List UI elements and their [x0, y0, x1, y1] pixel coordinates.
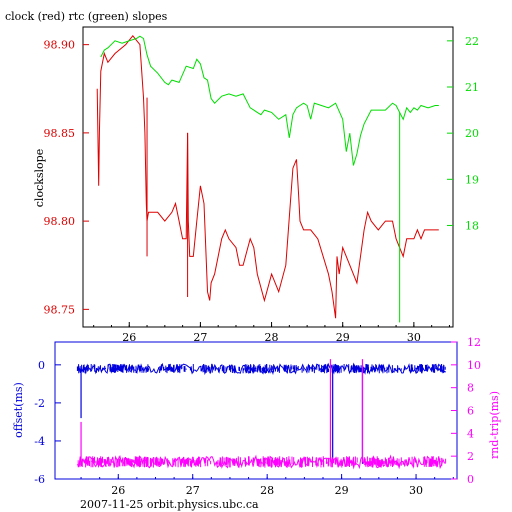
bottom-x-tick-label: 29 — [335, 484, 349, 497]
bottom-y-axis-label: offset(ms) — [12, 382, 25, 438]
top-y-tick-label: 98.85 — [44, 127, 76, 140]
bottom-x-tick-label: 26 — [111, 484, 125, 497]
top-chart: 26 27 28 29 30 98.75 98.80 98.85 98.90 18 19 20 21… — [33, 26, 479, 344]
bottom-y-tick-label: -6 — [34, 473, 45, 486]
top-x-tick-label: 29 — [336, 331, 350, 344]
top-y2-tick-label: 18 — [465, 219, 479, 232]
footer-credit: 2007-11-25 orbit.physics.ubc.ca — [80, 498, 259, 511]
top-y-tick-label: 98.75 — [44, 303, 76, 316]
bottom-y2-tick-label: 2 — [467, 450, 474, 463]
top-x-tick-label: 30 — [407, 331, 421, 344]
series-clock-line — [96, 35, 439, 319]
top-left-axis: 98.75 98.80 98.85 98.90 — [44, 39, 89, 316]
top-y2-tick-label: 20 — [465, 127, 479, 140]
top-y2-tick-label: 19 — [465, 173, 479, 186]
bottom-y-tick-label: 0 — [38, 359, 45, 372]
top-y-tick-label: 98.90 — [44, 39, 76, 52]
bottom-series-group — [76, 359, 447, 470]
series-rtc-line — [100, 35, 439, 166]
top-y2-tick-label: 21 — [465, 81, 479, 94]
bottom-y2-tick-label: 10 — [467, 359, 481, 372]
bottom-left-axis: 0 -2 -4 -6 — [34, 359, 61, 486]
bottom-y2-tick-label: 6 — [467, 405, 474, 418]
bottom-y2-tick-label: 12 — [467, 336, 481, 349]
top-right-axis: 18 19 20 21 22 — [447, 35, 479, 232]
top-y-tick-label: 98.80 — [44, 215, 76, 228]
bottom-y-tick-label: -4 — [34, 435, 45, 448]
bottom-x-axis: 26 27 28 29 30 — [80, 474, 454, 497]
bottom-right-axis: 0 2 4 6 8 10 12 — [451, 336, 481, 486]
chart-title: clock (red) rtc (green) slopes — [5, 10, 168, 23]
bottom-x-tick-label: 30 — [409, 484, 423, 497]
bottom-y2-tick-label: 4 — [467, 427, 474, 440]
top-x-tick-label: 28 — [265, 331, 279, 344]
series-offset-noise — [76, 363, 446, 374]
bottom-y2-tick-label: 8 — [467, 382, 474, 395]
bottom-x-tick-label: 27 — [186, 484, 200, 497]
top-x-axis: 26 27 28 29 30 — [93, 322, 450, 344]
bottom-x-tick-label: 28 — [260, 484, 274, 497]
top-x-tick-label: 26 — [122, 331, 136, 344]
bottom-y2-axis-label: rnd-trip(ms) — [488, 391, 501, 459]
top-y-axis-label: clockslope — [33, 149, 46, 207]
top-y2-tick-label: 22 — [465, 35, 479, 48]
top-plot-frame — [82, 26, 454, 328]
top-series-group — [96, 35, 439, 323]
series-rnd-trip-noise — [77, 456, 447, 468]
top-x-tick-label: 27 — [193, 331, 207, 344]
bottom-y2-tick-label: 0 — [467, 473, 474, 486]
bottom-y-tick-label: -2 — [34, 397, 45, 410]
